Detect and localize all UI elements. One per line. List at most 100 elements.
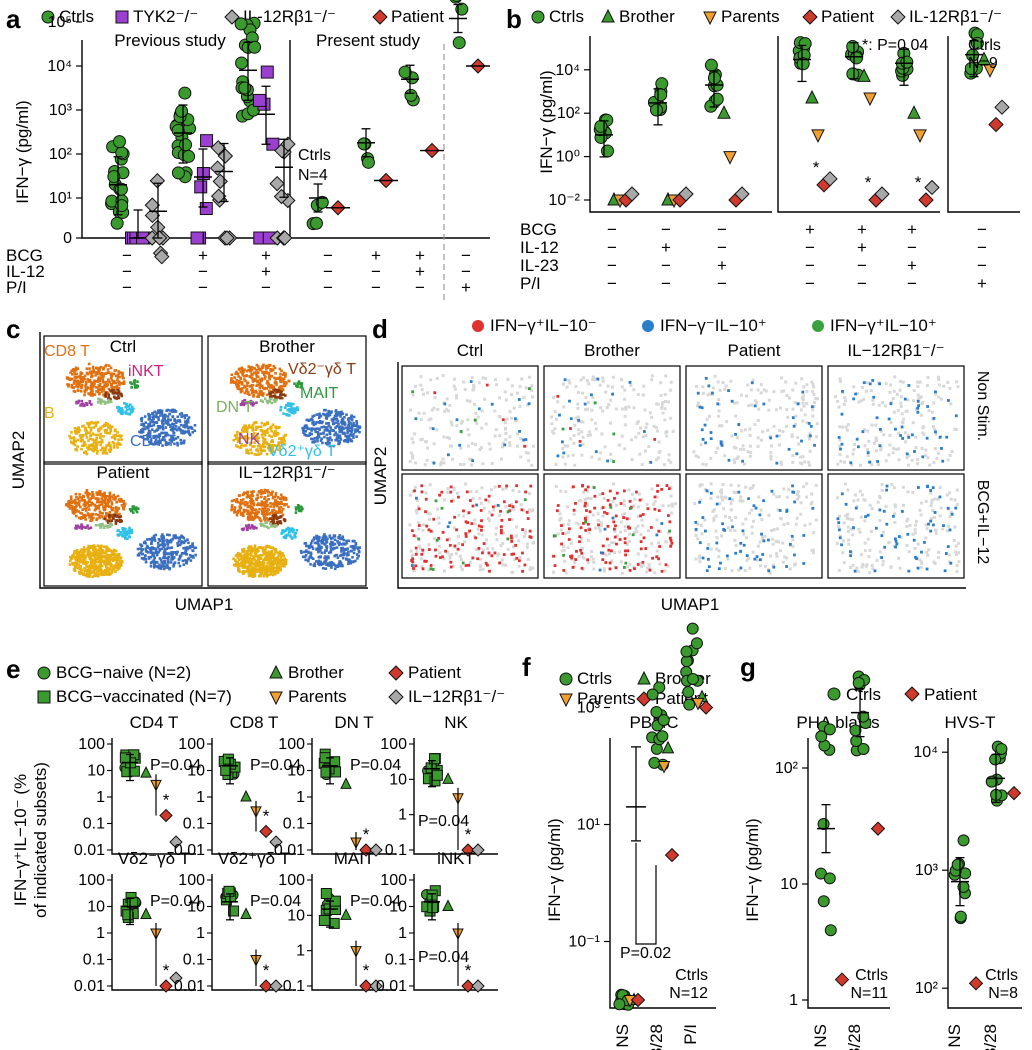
- d-bg-0-0-4: [524, 386, 528, 390]
- c3-cd8-pt107: [258, 507, 261, 511]
- c2-cd4-pt143: [151, 551, 155, 555]
- c3-b-pt341: [234, 562, 238, 565]
- d-bg-0-1-74: [597, 457, 601, 461]
- c1-cd4-pt209: [315, 436, 319, 439]
- c1-vd2p-pt35: [285, 403, 288, 407]
- c1-mait-pt6: [299, 385, 302, 389]
- c1-b-pt121: [263, 422, 267, 426]
- c1-vd2p-pt11: [289, 405, 293, 408]
- d-pt-0-1-2-0: [612, 432, 616, 436]
- c3-cd8-pt155: [271, 490, 274, 494]
- c2-nk-pt14: [84, 526, 88, 529]
- a-Ctrls-c1-pt10: [171, 123, 185, 137]
- d-pt-0-1-1-12: [649, 460, 653, 464]
- d-pt-0-0-1-16: [469, 380, 473, 383]
- d-bg-0-2-65: [733, 461, 737, 465]
- c3-cd4-pt1: [321, 566, 325, 570]
- c0-cd8-pt164: [76, 389, 80, 392]
- c2-b-pt226: [97, 574, 100, 578]
- c3-cd8-pt204: [250, 508, 254, 512]
- d-bg-0-1-124: [669, 388, 673, 392]
- c2-cd8-pt145: [101, 512, 104, 515]
- c3-cd8-pt138: [279, 510, 283, 514]
- c1-cd8-pt175: [252, 379, 255, 382]
- c1-cd4-pt113: [315, 413, 319, 416]
- c1-cd8-pt193: [280, 377, 284, 380]
- c1-b-pt166: [268, 426, 272, 430]
- c0-b-pt43: [109, 448, 113, 452]
- c0-cd4-pt113: [167, 442, 170, 446]
- c1-cd8-pt214: [251, 366, 254, 369]
- c1-cd4-pt172: [311, 437, 315, 441]
- c1-b-pt198: [250, 436, 254, 440]
- c1-cd4-pt100: [345, 413, 348, 417]
- d-bg-0-1-95: [655, 402, 659, 406]
- d-bg-0-0-62: [441, 374, 445, 378]
- c2-cd8-pt148: [83, 499, 87, 502]
- c1-cd8-pt70: [240, 380, 244, 384]
- c0-cd4-pt225: [143, 427, 147, 431]
- d-bg-0-3-134: [905, 409, 909, 413]
- c0-cd4-pt141: [158, 409, 162, 412]
- c3-cd8-pt77: [230, 504, 234, 507]
- c3-b-pt402: [239, 561, 243, 565]
- b-1-c3: [805, 89, 819, 104]
- c0-b-pt161: [87, 446, 91, 450]
- d-bg-0-1-55: [667, 453, 671, 457]
- c1-vd2p-pt18: [293, 410, 297, 414]
- d-bg-0-1-107: [601, 379, 605, 383]
- d-bg-0-1-158: [572, 441, 576, 445]
- d-bg-0-3-116: [857, 400, 861, 404]
- c2-cd8-pt230: [103, 497, 107, 500]
- c3-cd8-pt244: [271, 496, 275, 500]
- c1-cd8-pt108: [279, 380, 283, 384]
- d-pt-0-3-1-0: [862, 381, 866, 385]
- c2-cd4-pt128: [188, 544, 192, 548]
- c3-cd4-pt160: [347, 553, 350, 556]
- a-ctrl-present-c6-pt2: [452, 36, 466, 50]
- c0-cd4-pt46: [148, 440, 151, 444]
- d-pt-0-0-1-13: [517, 398, 521, 401]
- c2-cd4-pt152: [152, 534, 156, 538]
- d-bg-0-0-134: [524, 451, 528, 455]
- d-bg-0-1-109: [661, 401, 665, 405]
- c1-mait-pt1: [293, 382, 296, 386]
- c1-b-pt88: [255, 453, 259, 456]
- c2-b-pt235: [102, 549, 105, 553]
- c0-cd8-pt137: [78, 383, 81, 387]
- c1-vd2p-pt1: [291, 402, 295, 406]
- c3-cd4-pt22: [353, 548, 356, 552]
- c2-cd8-pt34: [78, 516, 81, 520]
- d-bg-0-2-42: [723, 454, 727, 458]
- c1-b-pt34: [260, 433, 264, 437]
- d-bg-0-2-140: [751, 378, 755, 382]
- c0-cd4-pt241: [171, 415, 175, 418]
- c3-cd4-pt195: [328, 534, 332, 538]
- c2-vd2n-pt28: [108, 515, 111, 519]
- c3-cd4-pt183: [333, 542, 337, 546]
- c1-cd8-pt250: [279, 372, 282, 376]
- c1-b-pt108: [253, 453, 257, 456]
- c3-cd4-pt97: [333, 563, 336, 567]
- c3-cd8-pt209: [246, 509, 250, 513]
- d-bg-0-2-77: [724, 384, 728, 388]
- c1-b-pt134: [250, 451, 254, 455]
- c2-b-pt248: [110, 553, 114, 556]
- c2-b-pt343: [88, 567, 91, 571]
- d-bg-0-0-15: [507, 441, 511, 445]
- c2-cd4-pt8: [155, 553, 159, 557]
- c2-b-pt245: [99, 556, 103, 560]
- c0-nk-pt17: [88, 400, 92, 403]
- d-bg-0-0-136: [420, 388, 424, 392]
- c3-b-pt332: [237, 568, 241, 571]
- c2-cd8-pt194: [74, 498, 77, 502]
- d-pt-0-2-1-2: [775, 461, 779, 465]
- d-bg-0-0-65: [449, 420, 453, 424]
- c1-cd4-pt67: [334, 431, 338, 435]
- c1-cd4-pt61: [352, 415, 356, 419]
- c0-cd4-pt145: [160, 409, 164, 413]
- c0-cd8-pt183: [122, 380, 126, 383]
- c0-cd4-pt259: [152, 423, 156, 427]
- c2-b-pt59: [89, 554, 93, 558]
- c0-b-pt179: [91, 421, 95, 425]
